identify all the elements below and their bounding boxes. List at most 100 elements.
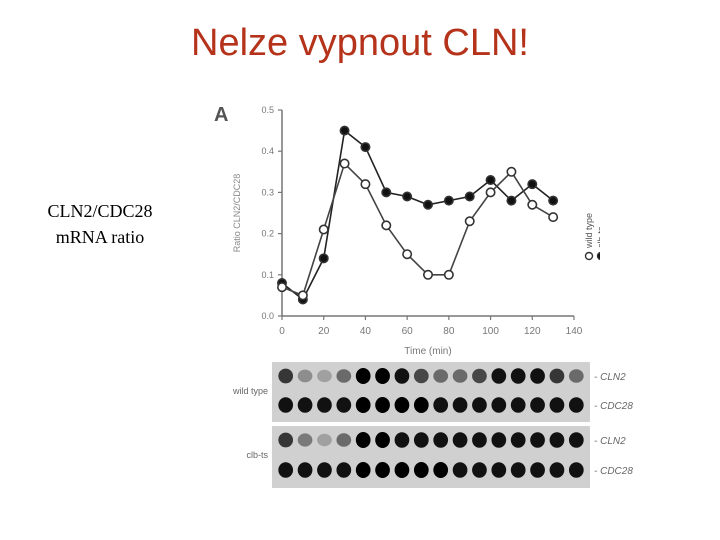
blot-probe-label: - CLN2: [594, 436, 626, 447]
data-point-clb-ts: [318, 253, 329, 264]
blot-band: [413, 462, 429, 478]
y-axis-label: Ratio CLN2/CDC28: [232, 174, 242, 253]
blot-band: [452, 462, 468, 478]
data-point-clb-ts: [339, 125, 350, 136]
x-tick-label: 40: [360, 326, 372, 337]
data-point-wild-type: [297, 290, 308, 301]
blot-band: [355, 462, 371, 478]
blot-band: [549, 432, 565, 448]
legend-marker-clb-ts: [596, 251, 600, 261]
blot-band: [491, 368, 507, 384]
data-point-wild-type: [485, 187, 496, 198]
side-label-line2: mRNA ratio: [55, 227, 145, 247]
data-point-wild-type: [464, 216, 475, 227]
blot-band: [413, 432, 429, 448]
data-point-wild-type: [423, 269, 434, 280]
blot-band: [355, 368, 371, 384]
blot-band: [375, 462, 390, 478]
blot-band: [491, 462, 507, 478]
blot-band: [375, 368, 390, 384]
blot-band: [549, 397, 565, 413]
blot-probe-label: - CDC28: [594, 401, 633, 412]
blot-band: [433, 462, 449, 478]
blot-band: [472, 462, 487, 478]
blot-band: [394, 368, 410, 384]
blot-band: [549, 462, 565, 478]
blot-probe-label: - CLN2: [594, 372, 626, 383]
blot-band: [297, 462, 313, 478]
blot-band: [317, 369, 332, 383]
blot-band: [355, 397, 371, 413]
blot-band: [297, 369, 313, 383]
data-point-clb-ts: [506, 195, 517, 206]
blot-group-label: wild type: [232, 386, 268, 396]
y-tick-label: 0.4: [261, 146, 274, 156]
blot-band: [472, 397, 487, 413]
data-point-clb-ts: [443, 195, 454, 206]
blot-band: [433, 369, 449, 383]
data-point-wild-type: [548, 212, 559, 223]
blot-band: [433, 397, 449, 413]
blot-band: [530, 432, 545, 448]
blot-band: [375, 397, 390, 413]
blot-band: [568, 432, 584, 448]
blot-band: [452, 432, 468, 448]
y-tick-label: 0.0: [261, 311, 274, 321]
blot-probe-label: - CDC28: [594, 466, 633, 477]
side-label-line1: CLN2/CDC28: [47, 201, 153, 221]
data-point-clb-ts: [423, 199, 434, 210]
blot-band: [433, 432, 449, 448]
blot-band: [568, 462, 584, 478]
x-tick-label: 20: [318, 326, 330, 337]
data-point-clb-ts: [527, 179, 538, 190]
data-point-wild-type: [443, 269, 454, 280]
blot-band: [317, 397, 332, 413]
legend: wild type clb-ts: [584, 213, 600, 261]
blot-band: [452, 369, 468, 383]
blot-band: [510, 432, 526, 448]
data-point-clb-ts: [381, 187, 392, 198]
blot-band: [472, 432, 487, 448]
data-point-wild-type: [381, 220, 392, 231]
blot-band: [394, 432, 410, 448]
blot-band: [510, 462, 526, 478]
data-point-clb-ts: [402, 191, 413, 202]
blot-band: [394, 462, 410, 478]
blot-band: [413, 397, 429, 413]
data-point-wild-type: [360, 179, 371, 190]
legend-label-clb-ts: clb-ts: [596, 226, 600, 248]
slide-title: Nelze vypnout CLN!: [191, 22, 529, 64]
blot-band: [491, 397, 507, 413]
y-tick-label: 0.1: [261, 270, 274, 280]
x-tick-label: 80: [443, 326, 455, 337]
x-tick-label: 140: [566, 326, 583, 337]
data-point-wild-type: [276, 282, 287, 293]
blot-band: [530, 397, 545, 413]
blot-band: [510, 368, 526, 384]
x-tick-label: 0: [279, 326, 285, 337]
blot-band: [549, 368, 565, 384]
panel-letter: A: [214, 104, 229, 126]
data-point-clb-ts: [485, 175, 496, 186]
blot-band: [278, 397, 294, 413]
blot-band: [568, 397, 584, 413]
data-point-clb-ts: [548, 195, 559, 206]
blot-group-label: clb-ts: [246, 450, 268, 460]
blot-band: [278, 462, 294, 478]
data-point-clb-ts: [360, 142, 371, 153]
line-chart: 0.0 0.1 0.2 0.3 0.4 0.5 0 20 40 60 80 100 120 140 Time…: [232, 105, 600, 357]
blot-band: [278, 368, 294, 384]
blot-band: [491, 432, 507, 448]
blot-band: [336, 397, 352, 413]
blot-band: [510, 397, 526, 413]
blot-band: [530, 368, 545, 384]
data-point-wild-type: [318, 224, 329, 235]
blot-band: [336, 433, 352, 447]
blot-band: [568, 369, 584, 383]
blot-band: [336, 369, 352, 383]
blot-band: [472, 368, 487, 384]
data-point-wild-type: [339, 158, 350, 169]
blot-band: [355, 432, 371, 448]
blot-band: [530, 462, 545, 478]
blot-band: [394, 397, 410, 413]
